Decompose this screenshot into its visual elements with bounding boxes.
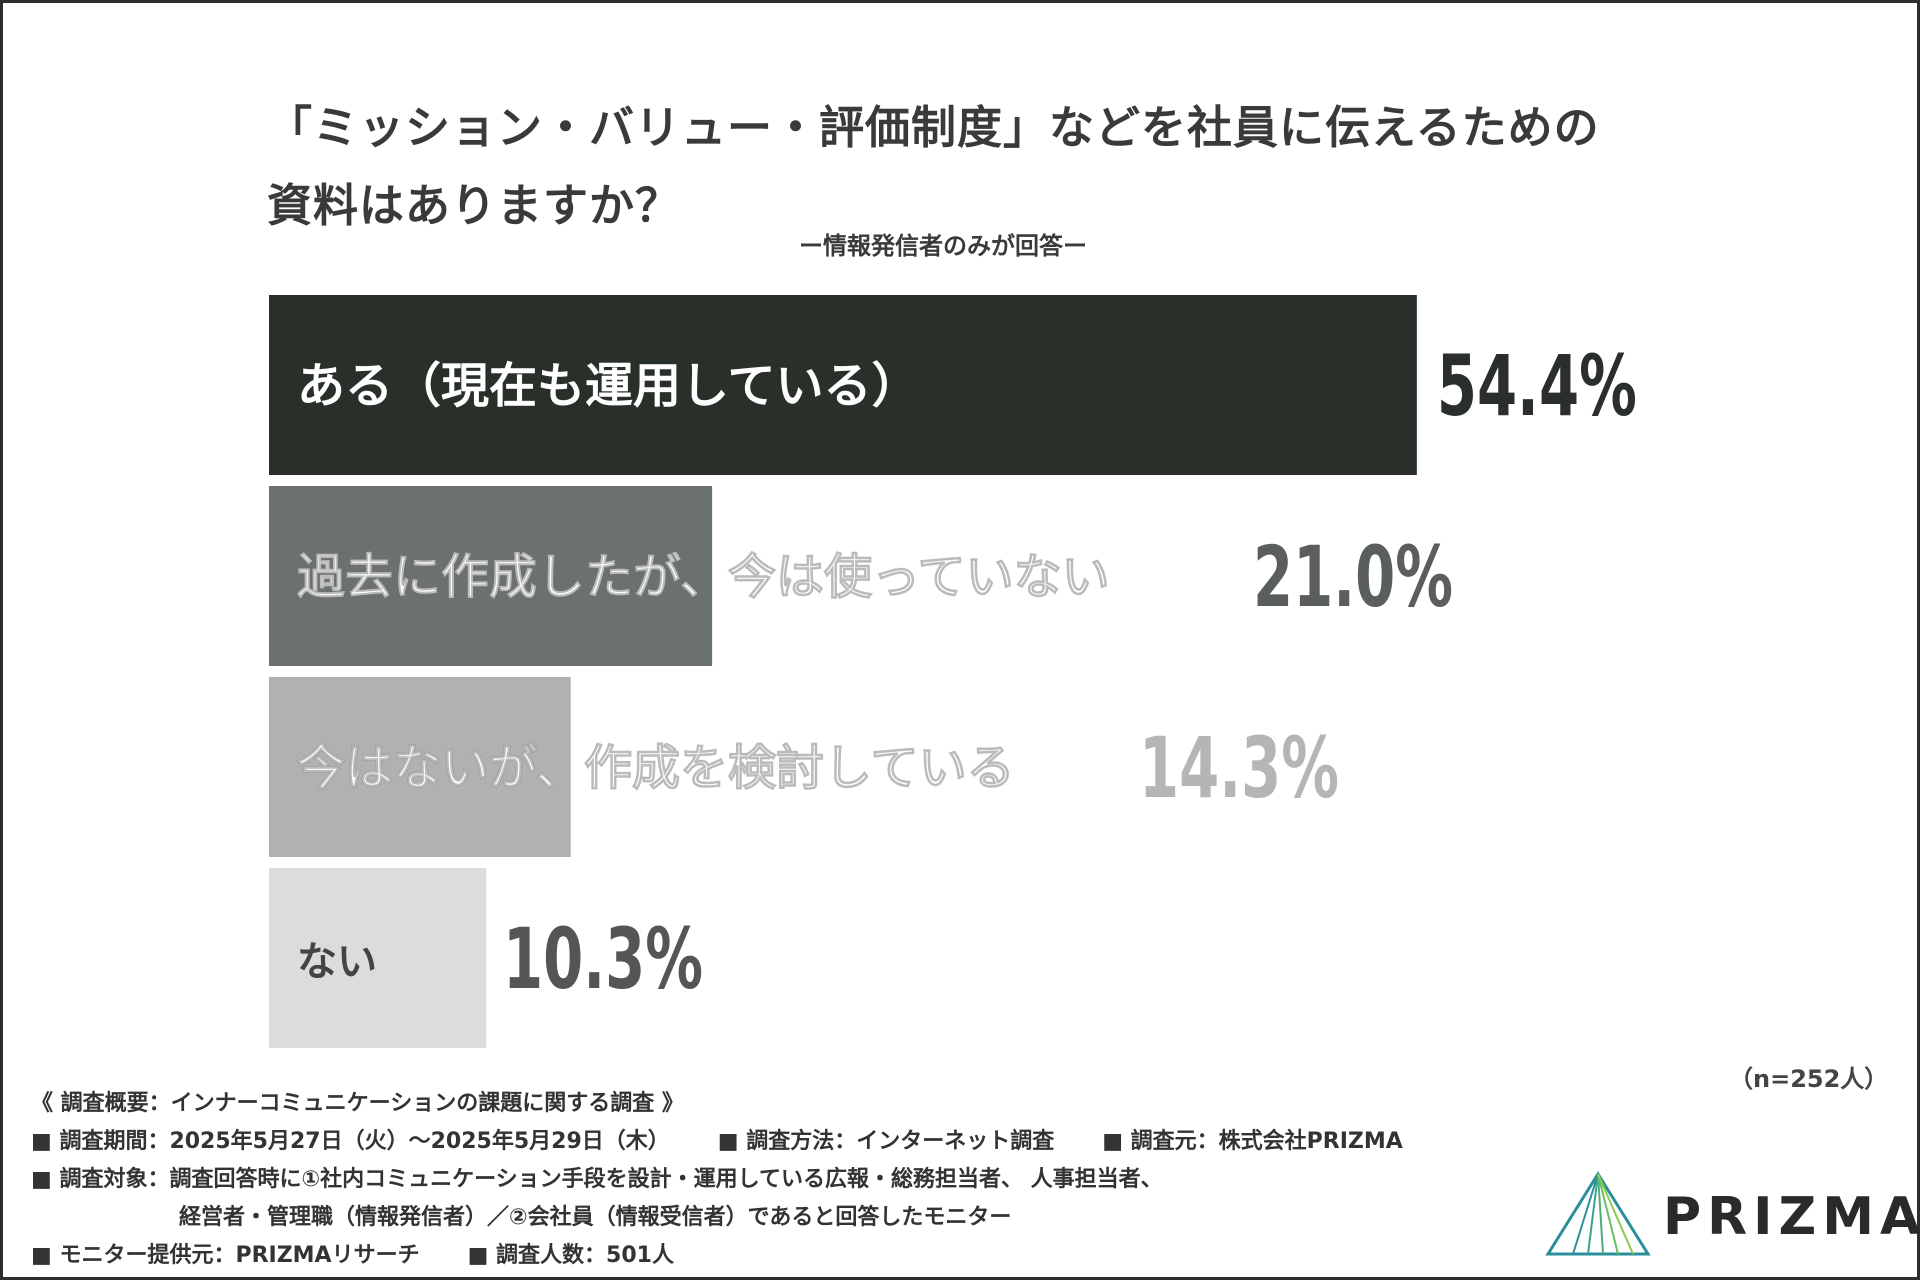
logo-text: PRIZMA xyxy=(1663,1187,1920,1247)
value-label-2: 21.0% xyxy=(1253,528,1453,626)
title-line-2: 資料はありますか？ xyxy=(267,179,682,232)
bar-2 xyxy=(269,486,713,666)
prizma-logo-icon xyxy=(1545,1171,1651,1256)
bar-chart: ある（現在も運用している） 54.4% 過去に作成したが、今は使っていない 21.0%… xyxy=(269,295,1637,1048)
bar-4 xyxy=(269,868,487,1048)
bar-1 xyxy=(269,295,1417,475)
survey-count: ■ 調査人数：501人 xyxy=(467,1243,674,1268)
value-label-4: 10.3% xyxy=(503,910,703,1008)
category-label-2: 過去に作成したが、今は使っていない xyxy=(297,549,1110,605)
survey-method: ■ 調査方法：インターネット調査 xyxy=(717,1129,1055,1154)
survey-target: ■ 調査対象：調査回答時に①社内コミュニケーション手段を設計・運用している広報・… xyxy=(31,1167,1163,1192)
survey-org: ■ 調査元：株式会社PRIZMA xyxy=(1102,1129,1403,1154)
value-label-1: 54.4% xyxy=(1437,337,1637,435)
category-label-1: ある（現在も運用している） xyxy=(297,358,920,414)
survey-period: ■ 調査期間：2025年5月27日（火）〜2025年5月29日（木） xyxy=(31,1129,670,1154)
survey-meta-row: ■ 調査期間：2025年5月27日（火）〜2025年5月29日（木） ■ 調査方法… xyxy=(31,1123,1403,1161)
survey-provider: ■ モニター提供元：PRIZMAリサーチ xyxy=(31,1243,420,1268)
sample-size-note: （n=252人） xyxy=(1729,1065,1889,1093)
survey-provider-row: ■ モニター提供元：PRIZMAリサーチ ■ 調査人数：501人 xyxy=(31,1237,1403,1275)
category-label-4: ない xyxy=(297,939,377,985)
bar-3 xyxy=(269,677,571,857)
survey-target-cont: 経営者・管理職（情報発信者）／②会社員（情報受信者）であると回答したモニター xyxy=(179,1205,1012,1230)
survey-overview: 《 調査概要：インナーコミュニケーションの課題に関する調査 》 ■ 調査期間：2… xyxy=(31,1085,1403,1275)
prizma-logo: PRIZMA xyxy=(1543,1169,1920,1259)
chart-title: 「ミッション・バリュー・評価制度」などを社員に伝えるための 資料はありますか？ xyxy=(267,89,1707,245)
value-label-3: 14.3% xyxy=(1139,719,1339,817)
survey-heading: 《 調査概要：インナーコミュニケーションの課題に関する調査 》 xyxy=(31,1091,684,1116)
chart-subtitle: ー情報発信者のみが回答ー xyxy=(799,232,1087,260)
title-line-1: 「ミッション・バリュー・評価制度」などを社員に伝えるための xyxy=(267,101,1600,154)
category-label-3: 今はないが、作成を検討している xyxy=(297,740,1015,796)
